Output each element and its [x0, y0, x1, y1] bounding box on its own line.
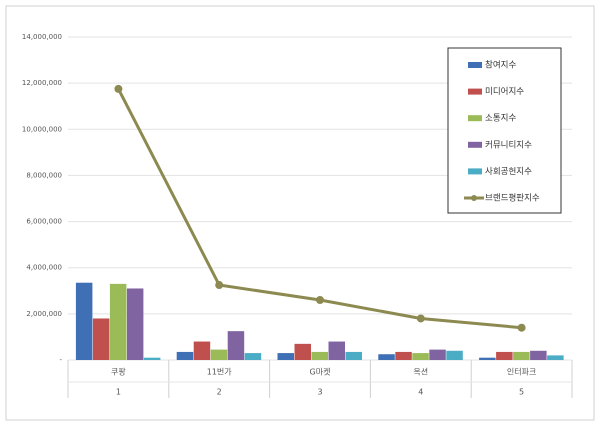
x-tick-label: 옥션: [413, 367, 428, 377]
x-subtick-label: 2: [217, 388, 222, 397]
bar: [429, 349, 446, 360]
y-tick-label: 14,000,000: [22, 33, 62, 41]
bar: [328, 341, 345, 360]
line-marker: [416, 314, 425, 323]
x-subtick-label: 4: [418, 388, 423, 397]
bar: [395, 351, 412, 360]
legend-box: [447, 47, 562, 214]
bar: [277, 353, 294, 360]
x-subtick-label: 3: [317, 388, 322, 397]
legend-label: 사회공헌지수: [485, 167, 532, 177]
line-marker: [316, 296, 324, 305]
bar: [210, 349, 228, 360]
bar: [92, 318, 110, 360]
y-tick-label: -: [59, 356, 62, 364]
bar: [193, 341, 211, 360]
y-tick-label: 12,000,000: [22, 79, 62, 87]
bar: [513, 351, 530, 360]
y-tick-label: 8,000,000: [26, 171, 62, 179]
bar: [345, 351, 362, 360]
legend-swatch: [468, 62, 482, 68]
bar: [547, 355, 564, 360]
legend-label: 미디어지수: [485, 86, 524, 97]
bar: [311, 351, 328, 360]
bar: [530, 350, 547, 360]
line-marker: [114, 84, 123, 93]
bar: [176, 351, 194, 360]
bar: [143, 357, 161, 360]
y-tick-label: 6,000,000: [26, 218, 62, 226]
y-tick-label: 2,000,000: [26, 310, 62, 318]
bar: [126, 288, 144, 360]
legend-label: 참여지수: [485, 60, 516, 71]
legend-swatch: [468, 168, 482, 175]
legend-swatch: [468, 141, 482, 148]
bar: [109, 283, 127, 360]
legend-label: 커뮤니티지수: [485, 139, 532, 150]
bar: [244, 353, 262, 360]
legend-label: 소통지수: [485, 114, 516, 124]
bar: [446, 350, 463, 360]
bar: [227, 331, 245, 360]
bar: [378, 354, 395, 360]
x-tick-label: 11번가: [207, 368, 233, 377]
legend-label: 브랜드평판지수: [485, 193, 540, 204]
bar: [496, 351, 513, 360]
x-subtick-label: 5: [519, 388, 524, 397]
x-subtick-label: 1: [116, 388, 121, 397]
x-tick-label: 쿠팡: [111, 367, 126, 377]
y-tick-label: 10,000,000: [22, 125, 62, 133]
bar: [294, 343, 311, 360]
x-tick-label: 인터파크: [507, 367, 536, 377]
bar: [479, 357, 496, 360]
legend-swatch: [468, 115, 482, 122]
y-tick-label: 4,000,000: [26, 264, 62, 272]
bar: [412, 353, 429, 360]
line-marker: [215, 281, 224, 290]
legend-swatch-marker: [471, 195, 477, 201]
legend-swatch: [468, 88, 482, 95]
x-tick-label: G마켓: [310, 367, 331, 377]
bar: [75, 282, 93, 360]
line-marker: [517, 323, 526, 332]
